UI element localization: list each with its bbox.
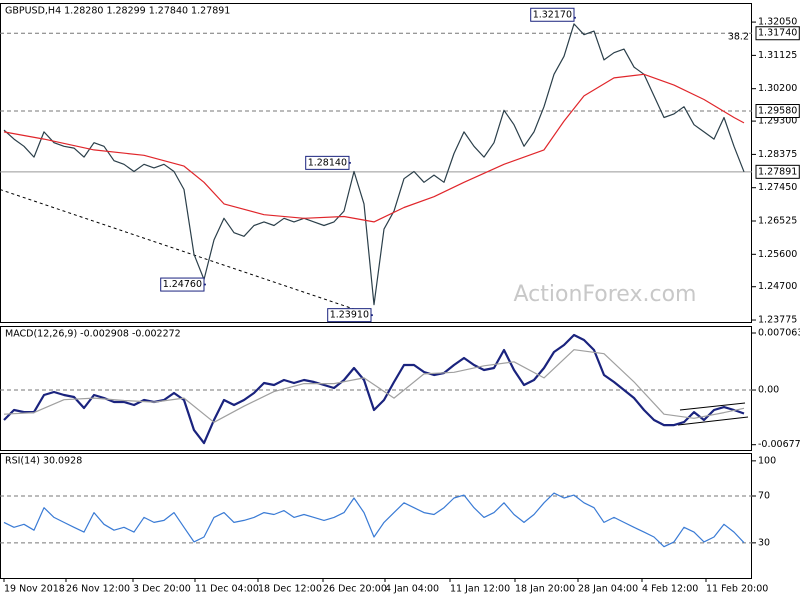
level-label-box [755, 164, 800, 179]
annotation-label-box [530, 7, 575, 22]
y-tick-label: 1.24700 [758, 281, 797, 292]
level-label: 1.31740 [758, 28, 797, 39]
y-tick-label: 1.23775 [758, 315, 797, 326]
panel-title: MACD(12,26,9) -0.002908 -0.002272 [5, 329, 181, 340]
panel-title: RSI(14) 30.0928 [5, 456, 82, 467]
level-label-box [755, 26, 800, 41]
series-line [3, 492, 745, 548]
level-label-box [755, 104, 800, 119]
x-tick-label: 4 Jan 04:00 [385, 584, 439, 595]
y-tick-label: 30 [758, 537, 770, 548]
panel-title: GBPUSD,H4 1.28280 1.28299 1.27840 1.2789… [5, 6, 230, 17]
y-tick-label: 70 [758, 490, 770, 501]
y-tick-label: 1.27450 [758, 182, 797, 193]
annotation-label-box [160, 277, 205, 292]
annotation-label-box [327, 308, 372, 323]
level-label: 1.29580 [758, 106, 797, 117]
level-tag: 38.2 [728, 32, 749, 43]
x-tick-label: 28 Jan 04:00 [578, 584, 638, 595]
annotation-label: 1.24760 [163, 279, 202, 290]
series-line [3, 23, 745, 306]
y-tick-label: 0.00 [758, 385, 779, 396]
annotation-label: 1.23910 [330, 310, 369, 321]
panel-frame [0, 3, 752, 323]
watermark: ActionForex.com [514, 282, 697, 307]
x-tick-label: 18 Dec 12:00 [258, 584, 322, 595]
panel-frame [0, 453, 752, 579]
series-line [3, 333, 745, 445]
annotation-label: 1.28140 [308, 157, 347, 168]
x-tick-label: 19 Nov 2018 [4, 584, 65, 595]
y-tick-label: 1.25600 [758, 249, 797, 260]
y-tick-label: 1.26525 [758, 216, 797, 227]
annotation-label: 1.32170 [533, 9, 572, 20]
series-line [3, 349, 745, 423]
series-line [3, 73, 745, 223]
y-tick-label: 1.29300 [758, 116, 797, 127]
y-tick-label: 1.32050 [758, 17, 797, 28]
x-tick-label: 11 Feb 20:00 [706, 584, 768, 595]
y-tick-label: 100 [758, 455, 776, 466]
y-tick-label: 1.30200 [758, 83, 797, 94]
y-tick-label: 1.31125 [758, 50, 797, 61]
x-tick-label: 3 Dec 20:00 [133, 584, 191, 595]
panel-frame [0, 326, 752, 451]
y-tick-label: 1.28375 [758, 149, 797, 160]
channel-line [677, 416, 749, 426]
y-tick-label: -0.006774 [758, 439, 800, 450]
x-tick-label: 4 Feb 12:00 [642, 584, 698, 595]
x-tick-label: 26 Nov 12:00 [66, 584, 130, 595]
x-tick-label: 11 Jan 12:00 [450, 584, 510, 595]
annotation-label-box [305, 155, 350, 170]
x-tick-label: 26 Dec 20:00 [323, 584, 387, 595]
x-tick-label: 11 Dec 04:00 [195, 584, 259, 595]
x-tick-label: 18 Jan 20:00 [515, 584, 575, 595]
y-tick-label: 0.007063 [758, 327, 800, 338]
level-label: 1.27891 [758, 166, 797, 177]
channel-line [679, 402, 746, 411]
